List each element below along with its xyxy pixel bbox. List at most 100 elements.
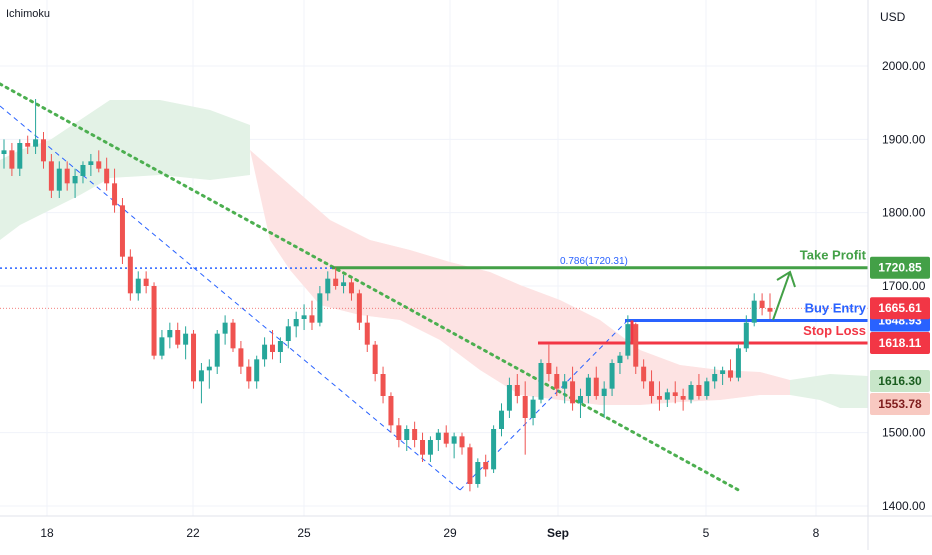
candle-body[interactable] [538,363,544,400]
candle-body[interactable] [601,388,607,396]
candle-body[interactable] [325,278,331,294]
candle-body[interactable] [483,462,489,470]
candle-body[interactable] [269,344,275,352]
candle-body[interactable] [254,359,260,382]
candle-body[interactable] [380,374,386,396]
candle-body[interactable] [104,168,110,184]
candle-body[interactable] [767,308,773,312]
candle-body[interactable] [238,348,244,367]
candle-body[interactable] [285,326,291,341]
candle-body[interactable] [530,399,536,418]
candle-body[interactable] [317,293,323,323]
candle-body[interactable] [364,322,370,345]
candle-body[interactable] [633,324,639,367]
candle-body[interactable] [712,374,718,382]
candle-body[interactable] [127,256,133,294]
candle-body[interactable] [435,432,441,440]
candle-body[interactable] [491,429,497,470]
candle-body[interactable] [56,168,62,191]
candle-body[interactable] [420,440,426,455]
candle-body[interactable] [459,436,465,448]
candle-body[interactable] [554,374,560,389]
candle-body[interactable] [514,385,520,396]
candle-body[interactable] [696,385,702,396]
descending-dashed-line[interactable] [0,105,461,491]
candle-body[interactable] [475,462,481,484]
candle-body[interactable] [396,425,402,440]
candle-body[interactable] [743,322,749,349]
candle-body[interactable] [40,139,46,162]
y-axis[interactable]: 2000.00 1900.00 1800.00 1700.00 1500.00 1400.… [867,0,926,550]
candle-body[interactable] [577,396,583,404]
candle-body[interactable] [222,322,228,334]
candle-body[interactable] [735,348,741,378]
candle-body[interactable] [348,282,354,294]
candle-body[interactable] [206,366,212,371]
candle-body[interactable] [499,410,505,429]
candle-body[interactable] [175,330,181,345]
candle-body[interactable] [506,385,512,411]
candle-body[interactable] [151,286,157,356]
candle-body[interactable] [341,282,347,286]
candle-body[interactable] [570,381,576,404]
x-axis[interactable]: 18 22 25 29 Sep 5 8 [0,515,932,540]
candle-body[interactable] [641,366,647,382]
candle-body[interactable] [672,392,678,396]
candle-body[interactable] [143,278,149,286]
candle-body[interactable] [356,293,362,323]
candle-body[interactable] [656,396,662,400]
candle-body[interactable] [119,205,125,257]
candle-body[interactable] [680,396,686,400]
candle-body[interactable] [546,363,552,374]
ascending-dashed-line[interactable] [459,319,629,491]
candle-body[interactable] [728,370,734,378]
candle-body[interactable] [277,341,283,352]
candle-body[interactable] [388,396,394,426]
candle-body[interactable] [135,278,141,294]
candle-body[interactable] [759,300,765,308]
candle-body[interactable] [467,447,473,484]
candle-body[interactable] [404,429,410,440]
candle-body[interactable] [198,370,204,382]
candle-body[interactable] [649,381,655,396]
candle-body[interactable] [372,344,378,374]
candle-body[interactable] [214,333,220,367]
candle-body[interactable] [443,432,449,444]
candle-body[interactable] [72,176,78,184]
candle-body[interactable] [1,150,7,154]
candle-body[interactable] [183,333,189,345]
candle-body[interactable] [751,300,757,323]
descending-dotted-trendline[interactable] [0,82,744,494]
candle-body[interactable] [9,150,15,169]
candle-body[interactable] [688,385,694,400]
candle-body[interactable] [112,183,118,206]
candle-body[interactable] [167,330,173,338]
candle-body[interactable] [88,161,94,165]
candle-body[interactable] [33,139,39,147]
candle-body[interactable] [333,278,339,286]
candle-body[interactable] [704,381,710,396]
candle-body[interactable] [301,315,307,319]
candle-body[interactable] [80,165,86,176]
candle-body[interactable] [25,143,31,147]
candle-body[interactable] [427,440,433,455]
candle-body[interactable] [522,396,528,418]
candle-body[interactable] [230,322,236,349]
candle-body[interactable] [64,168,70,184]
candle-body[interactable] [664,392,670,400]
candle-body[interactable] [593,377,599,396]
candle-body[interactable] [48,161,54,191]
candle-body[interactable] [96,161,102,169]
candle-body[interactable] [609,363,615,389]
candle-body[interactable] [412,429,418,440]
candle-body[interactable] [293,319,299,327]
candle-body[interactable] [617,355,623,363]
candle-body[interactable] [451,436,457,444]
candle-body[interactable] [262,344,268,360]
candle-body[interactable] [625,324,631,356]
candle-body[interactable] [720,370,726,374]
candle-body[interactable] [562,381,568,389]
candle-body[interactable] [246,366,252,382]
candle-body[interactable] [191,333,197,382]
